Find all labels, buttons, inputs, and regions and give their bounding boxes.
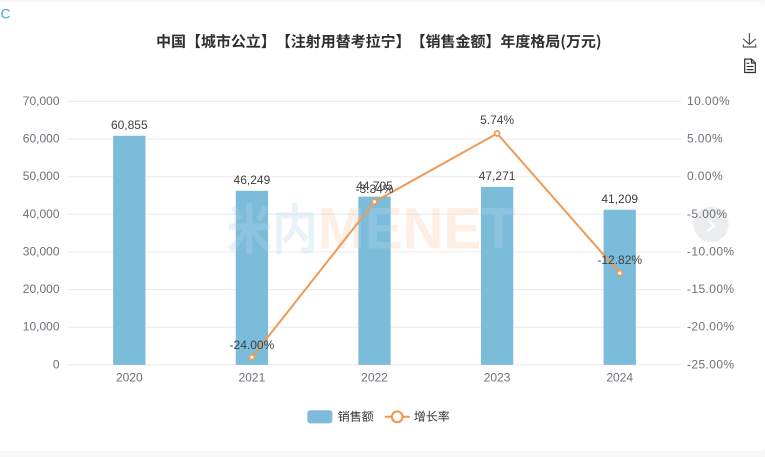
svg-text:46,249: 46,249 bbox=[234, 173, 271, 187]
svg-text:30,000: 30,000 bbox=[23, 244, 60, 258]
svg-text:-24.00%: -24.00% bbox=[230, 338, 275, 352]
svg-text:2021: 2021 bbox=[239, 371, 266, 385]
svg-text:0.00%: 0.00% bbox=[687, 169, 723, 183]
svg-text:10,000: 10,000 bbox=[23, 320, 60, 334]
svg-text:70,000: 70,000 bbox=[23, 94, 60, 108]
svg-text:-10.00%: -10.00% bbox=[687, 244, 735, 258]
svg-text:-15.00%: -15.00% bbox=[687, 282, 735, 296]
svg-text:60,000: 60,000 bbox=[23, 132, 60, 146]
svg-text:0: 0 bbox=[53, 357, 60, 371]
svg-text:50,000: 50,000 bbox=[23, 169, 60, 183]
svg-text:5.74%: 5.74% bbox=[480, 113, 514, 127]
svg-text:44,705: 44,705 bbox=[356, 179, 393, 193]
svg-text:-5.00%: -5.00% bbox=[687, 207, 727, 221]
svg-text:-25.00%: -25.00% bbox=[687, 357, 735, 371]
svg-text:47,271: 47,271 bbox=[479, 169, 516, 183]
svg-text:2020: 2020 bbox=[116, 371, 143, 385]
svg-text:41,209: 41,209 bbox=[601, 192, 638, 206]
svg-text:2023: 2023 bbox=[484, 371, 511, 385]
svg-text:20,000: 20,000 bbox=[23, 282, 60, 296]
svg-text:MENET: MENET bbox=[318, 197, 516, 262]
svg-text:40,000: 40,000 bbox=[23, 207, 60, 221]
svg-text:2024: 2024 bbox=[606, 371, 633, 385]
svg-text:5.00%: 5.00% bbox=[687, 132, 723, 146]
svg-text:-20.00%: -20.00% bbox=[687, 320, 735, 334]
svg-text:-12.82%: -12.82% bbox=[597, 253, 642, 267]
svg-text:-3.34%: -3.34% bbox=[355, 182, 393, 196]
svg-text:2022: 2022 bbox=[361, 371, 388, 385]
svg-text:C: C bbox=[1, 5, 11, 21]
svg-text:10.00%: 10.00% bbox=[687, 94, 730, 108]
svg-text:60,855: 60,855 bbox=[111, 118, 148, 132]
